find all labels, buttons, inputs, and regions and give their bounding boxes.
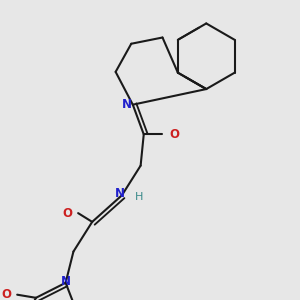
Text: O: O	[1, 288, 11, 300]
Text: N: N	[61, 275, 70, 288]
Text: O: O	[169, 128, 179, 141]
Text: N: N	[122, 98, 132, 111]
Text: N: N	[115, 187, 125, 200]
Text: H: H	[134, 192, 143, 202]
Text: O: O	[62, 207, 73, 220]
